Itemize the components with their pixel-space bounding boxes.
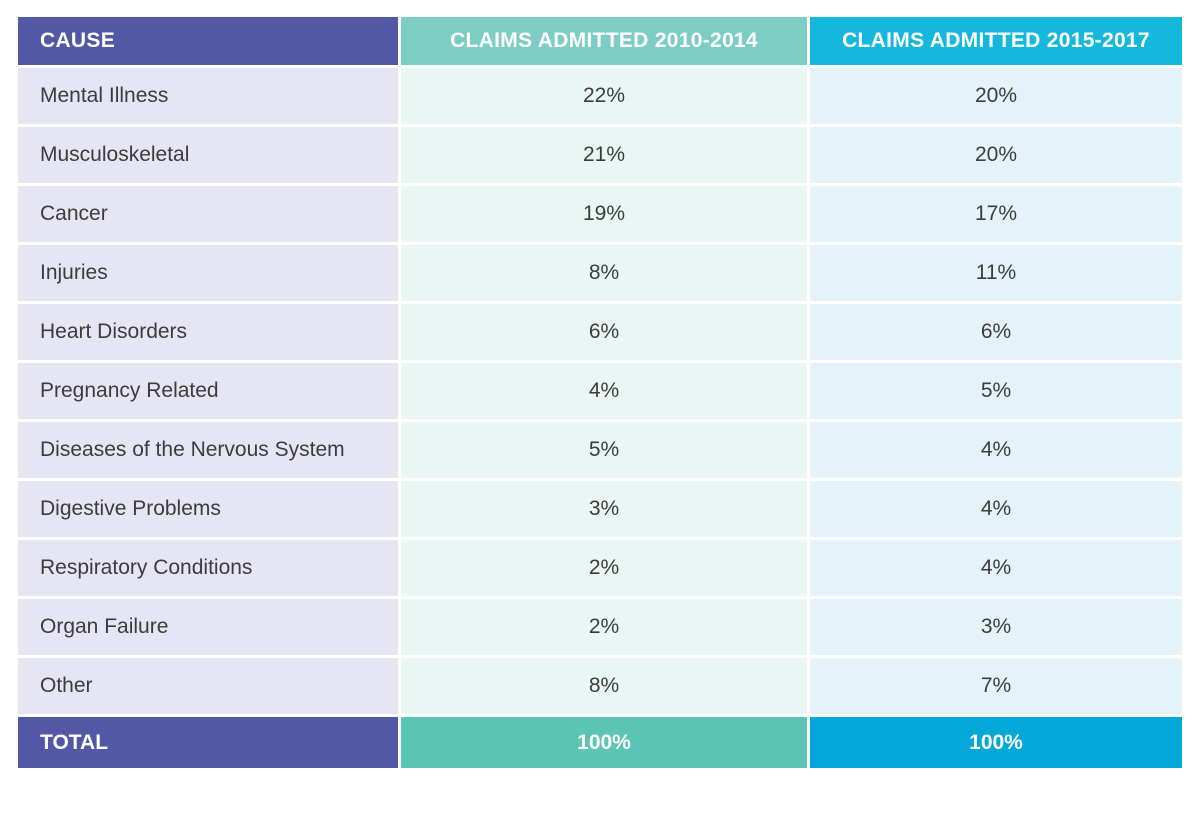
value-2010-2014-cell: 5% (401, 422, 807, 478)
total-2010-2014: 100% (401, 717, 807, 768)
value-2015-2017-cell: 5% (810, 363, 1182, 419)
cause-cell: Heart Disorders (18, 304, 398, 360)
value-2015-2017-cell: 20% (810, 127, 1182, 183)
table-row: Digestive Problems 3% 4% (18, 481, 1182, 537)
value-2010-2014-cell: 2% (401, 540, 807, 596)
column-header-2010-2014: CLAIMS ADMITTED 2010-2014 (401, 17, 807, 65)
cause-cell: Respiratory Conditions (18, 540, 398, 596)
cause-cell: Mental Illness (18, 68, 398, 124)
value-2010-2014-cell: 2% (401, 599, 807, 655)
table-row: Heart Disorders 6% 6% (18, 304, 1182, 360)
cause-cell: Organ Failure (18, 599, 398, 655)
table-row: Other 8% 7% (18, 658, 1182, 714)
table-body: Mental Illness 22% 20% Musculoskeletal 21% 20… (18, 68, 1182, 714)
table-row: Respiratory Conditions 2% 4% (18, 540, 1182, 596)
column-header-2015-2017: CLAIMS ADMITTED 2015-2017 (810, 17, 1182, 65)
cause-cell: Other (18, 658, 398, 714)
cause-cell: Digestive Problems (18, 481, 398, 537)
column-header-cause: CAUSE (18, 17, 398, 65)
value-2015-2017-cell: 4% (810, 481, 1182, 537)
table-row: Injuries 8% 11% (18, 245, 1182, 301)
value-2015-2017-cell: 17% (810, 186, 1182, 242)
value-2010-2014-cell: 4% (401, 363, 807, 419)
value-2015-2017-cell: 6% (810, 304, 1182, 360)
value-2010-2014-cell: 21% (401, 127, 807, 183)
table-row: Mental Illness 22% 20% (18, 68, 1182, 124)
value-2010-2014-cell: 6% (401, 304, 807, 360)
cause-cell: Musculoskeletal (18, 127, 398, 183)
value-2015-2017-cell: 7% (810, 658, 1182, 714)
value-2015-2017-cell: 20% (810, 68, 1182, 124)
table-row: Pregnancy Related 4% 5% (18, 363, 1182, 419)
value-2015-2017-cell: 4% (810, 540, 1182, 596)
value-2015-2017-cell: 3% (810, 599, 1182, 655)
value-2015-2017-cell: 4% (810, 422, 1182, 478)
table-row: Diseases of the Nervous System 5% 4% (18, 422, 1182, 478)
value-2015-2017-cell: 11% (810, 245, 1182, 301)
table-row: Musculoskeletal 21% 20% (18, 127, 1182, 183)
total-label: TOTAL (18, 717, 398, 768)
table-row: Cancer 19% 17% (18, 186, 1182, 242)
total-row: TOTAL 100% 100% (18, 717, 1182, 768)
cause-cell: Cancer (18, 186, 398, 242)
table-row: Organ Failure 2% 3% (18, 599, 1182, 655)
total-2015-2017: 100% (810, 717, 1182, 768)
value-2010-2014-cell: 22% (401, 68, 807, 124)
cause-cell: Injuries (18, 245, 398, 301)
claims-table: CAUSE CLAIMS ADMITTED 2010-2014 CLAIMS A… (18, 17, 1182, 768)
cause-cell: Diseases of the Nervous System (18, 422, 398, 478)
cause-cell: Pregnancy Related (18, 363, 398, 419)
value-2010-2014-cell: 8% (401, 245, 807, 301)
value-2010-2014-cell: 3% (401, 481, 807, 537)
value-2010-2014-cell: 8% (401, 658, 807, 714)
value-2010-2014-cell: 19% (401, 186, 807, 242)
table-header: CAUSE CLAIMS ADMITTED 2010-2014 CLAIMS A… (18, 17, 1182, 65)
